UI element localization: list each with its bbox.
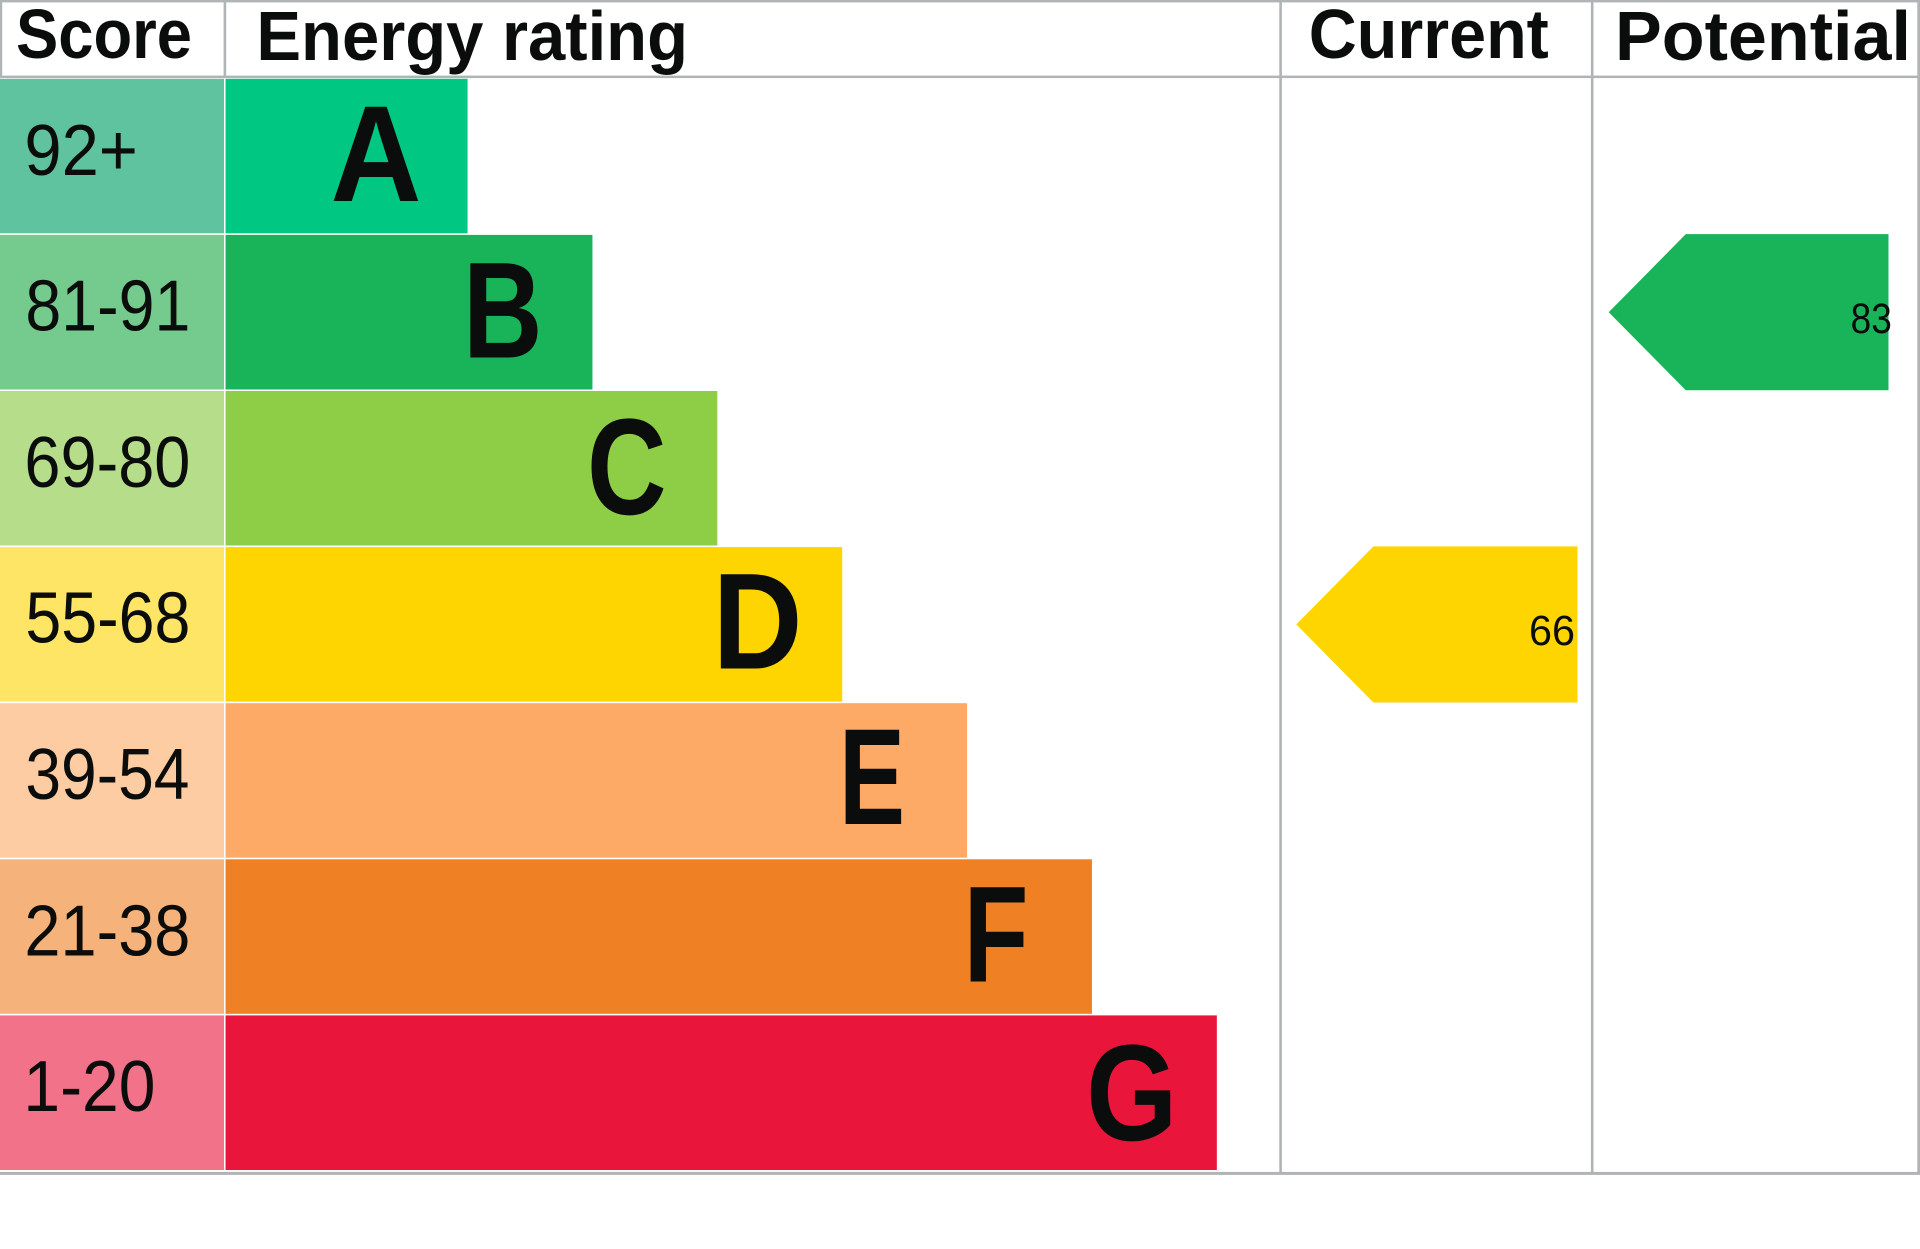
svg-text:G: G (1086, 1017, 1178, 1170)
svg-text:F: F (964, 859, 1029, 1012)
svg-text:Score: Score (16, 0, 192, 73)
svg-text:81-91: 81-91 (25, 266, 190, 346)
svg-text:92+: 92+ (24, 111, 137, 191)
svg-text:39-54: 39-54 (25, 735, 189, 815)
svg-text:A: A (331, 78, 422, 231)
svg-text:D: D (713, 546, 803, 699)
svg-text:Current: Current (1309, 0, 1549, 73)
svg-text:1-20: 1-20 (23, 1047, 155, 1127)
svg-text:C: C (587, 391, 667, 544)
svg-text:55-68: 55-68 (25, 578, 190, 658)
svg-text:Energy rating: Energy rating (256, 0, 688, 75)
svg-text:E: E (839, 701, 905, 854)
svg-text:Potential: Potential (1615, 0, 1911, 75)
svg-text:83: 83 (1851, 295, 1892, 343)
svg-text:69-80: 69-80 (24, 423, 190, 503)
svg-text:21-38: 21-38 (24, 891, 190, 971)
svg-text:B: B (463, 235, 543, 388)
svg-text:66: 66 (1529, 607, 1575, 655)
